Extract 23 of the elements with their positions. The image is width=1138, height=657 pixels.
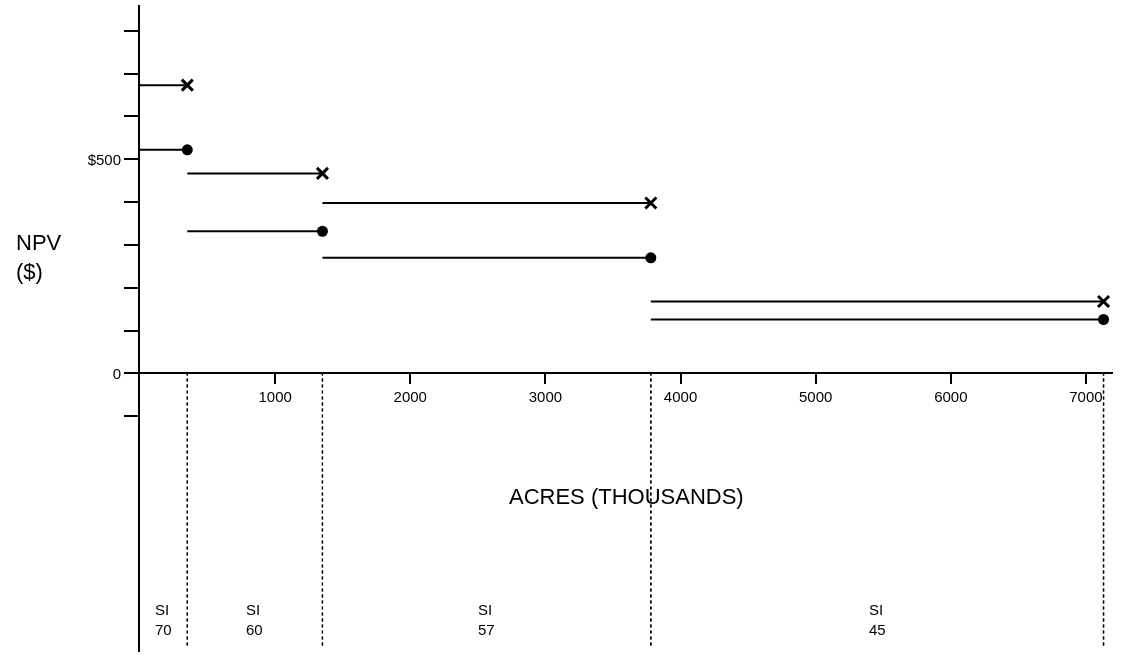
point [643,195,658,210]
x-axis-title: ACRES (THOUSANDS) [509,484,744,509]
x-tick-label: 3000 [528,388,563,406]
annotation: SI 60 [246,601,263,638]
point [1098,314,1110,325]
x-tick-label: 6000 [934,388,968,406]
point [315,166,330,181]
x-tick-label: 7000 [1069,388,1103,406]
x-tick-label: 5000 [799,388,833,406]
point [180,78,195,93]
point [181,144,193,156]
x-tick-label: 4000 [663,388,698,406]
annotation: SI 57 [478,601,495,638]
annotation: SI 45 [869,601,886,638]
annotation: SI 70 [155,601,172,638]
x-tick-label: 1000 [258,388,292,406]
point [316,225,328,237]
y-tick-label: $500 [87,150,121,168]
y-tick-label: 0 [112,364,121,382]
point [1096,294,1111,309]
y-axis-title: NPV ($) [16,230,62,284]
point [645,252,657,264]
x-tick-label: 2000 [393,388,427,406]
